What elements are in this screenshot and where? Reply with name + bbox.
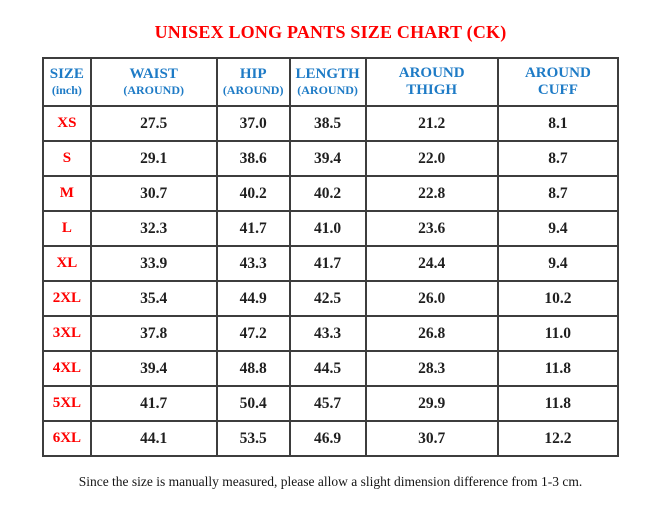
value-cell: 35.4 (89, 280, 218, 317)
value-cell: 41.7 (288, 245, 367, 282)
column-header-hip: HIP (AROUND) (215, 57, 291, 107)
column-header-size: SIZE (inch) (42, 57, 92, 107)
value-cell: 37.0 (215, 105, 291, 142)
value-cell: 11.0 (496, 315, 620, 352)
value-cell: 22.0 (364, 140, 499, 177)
value-cell: 33.9 (89, 245, 218, 282)
value-cell: 41.7 (215, 210, 291, 247)
value-cell: 26.8 (364, 315, 499, 352)
column-header-length: LENGTH (AROUND) (288, 57, 367, 107)
value-cell: 8.7 (496, 175, 620, 212)
value-cell: 47.2 (215, 315, 291, 352)
value-cell: 27.5 (89, 105, 218, 142)
value-cell: 23.6 (364, 210, 499, 247)
value-cell: 21.2 (364, 105, 499, 142)
table-header-row: SIZE (inch) WAIST (AROUND) HIP (AROUND) LENGTH… (42, 57, 620, 107)
size-cell: 6XL (42, 420, 92, 457)
value-cell: 10.2 (496, 280, 620, 317)
value-cell: 43.3 (288, 315, 367, 352)
value-cell: 8.7 (496, 140, 620, 177)
size-cell: 2XL (42, 280, 92, 317)
value-cell: 30.7 (89, 175, 218, 212)
size-cell: 5XL (42, 385, 92, 422)
value-cell: 41.0 (288, 210, 367, 247)
value-cell: 26.0 (364, 280, 499, 317)
column-header-waist: WAIST (AROUND) (89, 57, 218, 107)
value-cell: 43.3 (215, 245, 291, 282)
value-cell: 9.4 (496, 245, 620, 282)
table-row-5xl: 5XL 41.7 50.4 45.7 29.9 11.8 (42, 385, 620, 422)
value-cell: 39.4 (89, 350, 218, 387)
value-cell: 11.8 (496, 350, 620, 387)
value-cell: 44.1 (89, 420, 218, 457)
size-cell: XL (42, 245, 92, 282)
value-cell: 32.3 (89, 210, 218, 247)
table-row-6xl: 6XL 44.1 53.5 46.9 30.7 12.2 (42, 420, 620, 457)
value-cell: 8.1 (496, 105, 620, 142)
table-row-s: S 29.1 38.6 39.4 22.0 8.7 (42, 140, 620, 177)
size-chart-table: SIZE (inch) WAIST (AROUND) HIP (AROUND) LENGTH… (42, 57, 620, 457)
size-cell: 3XL (42, 315, 92, 352)
size-cell: 4XL (42, 350, 92, 387)
page-title: UNISEX LONG PANTS SIZE CHART (CK) (154, 22, 507, 42)
table-row-xs: XS 27.5 37.0 38.5 21.2 8.1 (42, 105, 620, 142)
value-cell: 39.4 (288, 140, 367, 177)
value-cell: 22.8 (364, 175, 499, 212)
value-cell: 29.1 (89, 140, 218, 177)
table-row-l: L 32.3 41.7 41.0 23.6 9.4 (42, 210, 620, 247)
value-cell: 44.5 (288, 350, 367, 387)
value-cell: 24.4 (364, 245, 499, 282)
table-row-m: M 30.7 40.2 40.2 22.8 8.7 (42, 175, 620, 212)
size-cell: M (42, 175, 92, 212)
value-cell: 29.9 (364, 385, 499, 422)
footer-note: Since the size is manually measured, ple… (78, 474, 583, 489)
value-cell: 38.6 (215, 140, 291, 177)
size-cell: L (42, 210, 92, 247)
value-cell: 45.7 (288, 385, 367, 422)
value-cell: 28.3 (364, 350, 499, 387)
column-header-around-thigh: AROUND THIGH (364, 57, 499, 107)
column-header-around-cuff: AROUND CUFF (496, 57, 620, 107)
value-cell: 53.5 (215, 420, 291, 457)
value-cell: 40.2 (288, 175, 367, 212)
value-cell: 41.7 (89, 385, 218, 422)
table-row-4xl: 4XL 39.4 48.8 44.5 28.3 11.8 (42, 350, 620, 387)
value-cell: 48.8 (215, 350, 291, 387)
table-row-xl: XL 33.9 43.3 41.7 24.4 9.4 (42, 245, 620, 282)
value-cell: 44.9 (215, 280, 291, 317)
value-cell: 37.8 (89, 315, 218, 352)
value-cell: 38.5 (288, 105, 367, 142)
size-cell: S (42, 140, 92, 177)
table-row-3xl: 3XL 37.8 47.2 43.3 26.8 11.0 (42, 315, 620, 352)
value-cell: 40.2 (215, 175, 291, 212)
value-cell: 46.9 (288, 420, 367, 457)
value-cell: 12.2 (496, 420, 620, 457)
value-cell: 30.7 (364, 420, 499, 457)
value-cell: 9.4 (496, 210, 620, 247)
value-cell: 42.5 (288, 280, 367, 317)
table-row-2xl: 2XL 35.4 44.9 42.5 26.0 10.2 (42, 280, 620, 317)
size-cell: XS (42, 105, 92, 142)
value-cell: 11.8 (496, 385, 620, 422)
value-cell: 50.4 (215, 385, 291, 422)
